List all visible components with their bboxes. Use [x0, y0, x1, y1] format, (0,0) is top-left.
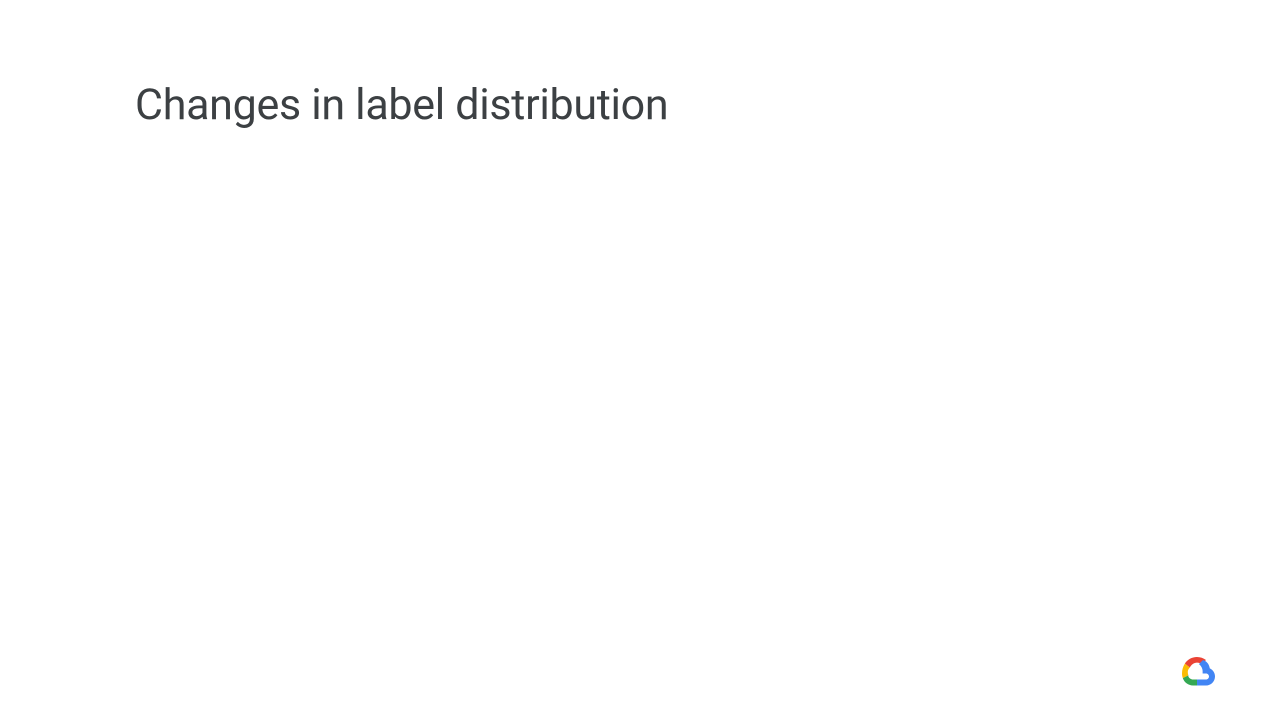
slide-title: Changes in label distribution — [135, 80, 668, 130]
google-cloud-logo-icon — [1179, 654, 1215, 690]
